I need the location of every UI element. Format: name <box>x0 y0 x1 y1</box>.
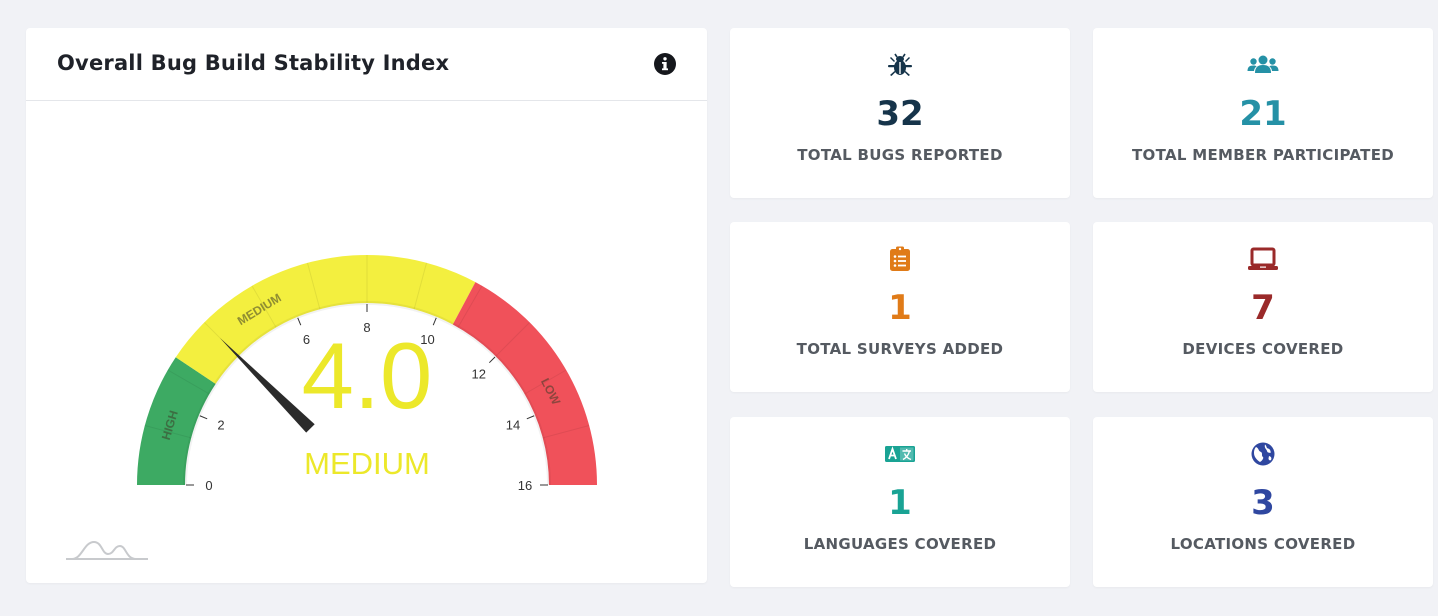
users-icon <box>1247 55 1279 73</box>
stat-label: LANGUAGES COVERED <box>803 535 997 553</box>
gauge-segment-divider <box>251 285 277 328</box>
gauge-segment-divider <box>495 322 530 357</box>
stat-card-devices: 7 DEVICES COVERED <box>1093 222 1433 392</box>
gauge-tick <box>297 317 302 326</box>
laptop-icon <box>1248 247 1278 270</box>
card-title: Overall Bug Build Stability Index <box>57 51 450 75</box>
gauge-band-medium <box>175 255 476 384</box>
gauge-status-label: MEDIUM <box>304 446 430 481</box>
stat-value: 1 <box>888 483 912 523</box>
stat-card-surveys: 1 TOTAL SURVEYS ADDED <box>730 222 1070 392</box>
stat-label: DEVICES COVERED <box>1182 340 1344 358</box>
stat-value: 1 <box>888 288 912 328</box>
gauge-inner-ring <box>183 301 551 486</box>
gauge-segment-divider <box>413 262 428 310</box>
stat-value: 3 <box>1251 483 1275 523</box>
gauge-tick-label: 8 <box>363 320 370 335</box>
gauge-bands <box>137 255 597 485</box>
gauge-tick <box>199 415 208 420</box>
stability-index-card: Overall Bug Build Stability Index 0 2 6 8 10… <box>26 28 707 583</box>
stat-value: 21 <box>1239 94 1287 134</box>
gauge-segment-divider <box>457 285 483 328</box>
stat-label: TOTAL MEMBER PARTICIPATED <box>1132 146 1394 164</box>
gauge-segment-divider <box>542 424 590 439</box>
gauge-segment-divider <box>144 424 192 439</box>
gauge-ticks: 0 2 6 8 10 12 14 16 <box>186 304 548 493</box>
gauge-tick-label: 0 <box>205 478 212 493</box>
stat-label: LOCATIONS COVERED <box>1170 535 1356 553</box>
stat-label: TOTAL BUGS REPORTED <box>797 146 1003 164</box>
info-icon[interactable] <box>653 52 677 76</box>
stat-card-members: 21 TOTAL MEMBER PARTICIPATED <box>1093 28 1433 198</box>
clipboard-list-icon <box>890 246 910 271</box>
gauge-tick-label: 2 <box>217 418 224 433</box>
stat-card-languages: 1 LANGUAGES COVERED <box>730 417 1070 587</box>
gauge-tick-label: 10 <box>420 332 434 347</box>
gauge-segment-divider <box>524 369 567 395</box>
bug-icon <box>888 53 912 76</box>
stat-card-locations: 3 LOCATIONS COVERED <box>1093 417 1433 587</box>
stat-value: 32 <box>876 94 924 134</box>
gauge-value: 4.0 <box>302 323 433 428</box>
gauge-tick <box>526 415 535 420</box>
stat-value: 7 <box>1251 288 1275 328</box>
gauge-tick <box>488 356 496 364</box>
gauge-needle <box>219 337 315 433</box>
gauge-segment-divider <box>306 262 321 310</box>
language-icon <box>885 446 915 462</box>
gauge-tick-label: 6 <box>303 332 310 347</box>
brand-logo-icon <box>66 540 148 560</box>
globe-icon <box>1251 442 1275 466</box>
gauge-tick <box>432 317 437 326</box>
gauge-tick-label: 16 <box>518 478 532 493</box>
gauge-segment-dividers <box>144 255 590 486</box>
card-header: Overall Bug Build Stability Index <box>26 28 707 101</box>
gauge-band-high <box>137 357 216 485</box>
gauge-tick-label: 12 <box>471 366 485 381</box>
stat-card-bugs: 32 TOTAL BUGS REPORTED <box>730 28 1070 198</box>
gauge-segment-divider <box>167 369 210 395</box>
gauge-tick-label: 14 <box>506 418 520 433</box>
stat-label: TOTAL SURVEYS ADDED <box>796 340 1004 358</box>
gauge-band-low <box>452 282 597 485</box>
